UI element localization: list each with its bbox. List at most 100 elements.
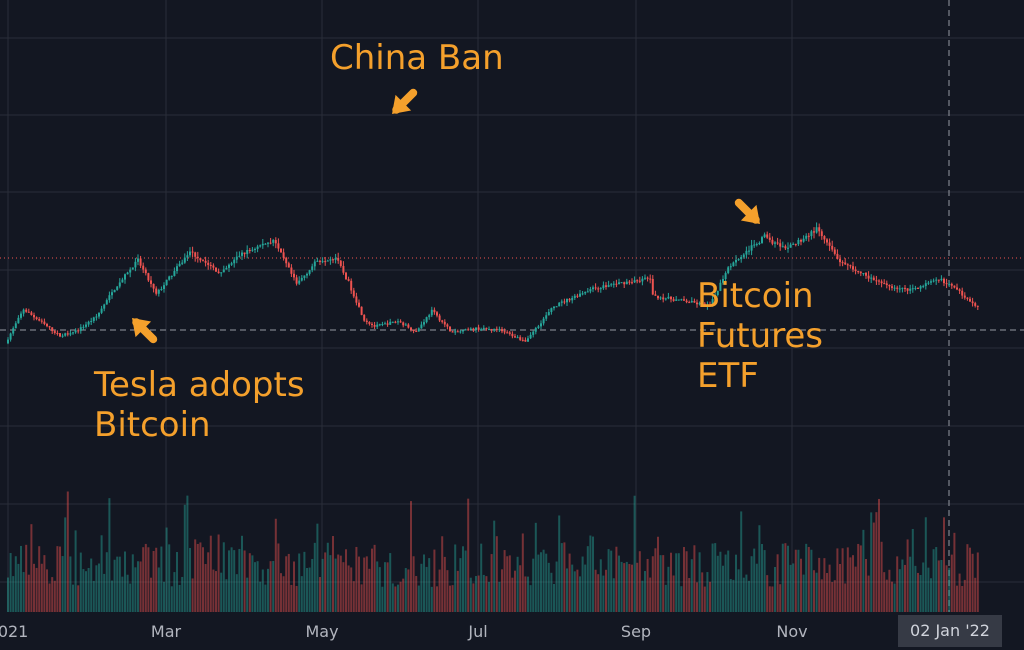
- candle-body: [230, 263, 233, 265]
- candle-body: [566, 298, 568, 303]
- volume-bar: [311, 558, 314, 612]
- candle-body: [833, 249, 836, 254]
- volume-bar: [618, 555, 620, 612]
- volume-bar: [810, 549, 813, 612]
- candle-body: [87, 321, 90, 325]
- candle-body: [542, 318, 545, 324]
- volume-bar: [711, 543, 714, 612]
- volume-bar: [389, 553, 392, 612]
- candle-body: [719, 282, 722, 291]
- volume-bar: [498, 581, 501, 612]
- volume-bar: [155, 547, 158, 612]
- volume-bar: [945, 565, 948, 612]
- candle-body: [943, 278, 945, 284]
- volume-bar: [657, 536, 659, 612]
- candle-body: [113, 289, 116, 293]
- volume-bar: [917, 572, 919, 612]
- candle-body: [618, 282, 620, 285]
- candle-body: [451, 331, 454, 333]
- volume-bar: [386, 562, 389, 612]
- candle-body: [274, 240, 277, 244]
- candle-body: [612, 283, 615, 285]
- volume-bar: [105, 552, 108, 612]
- candle-body: [462, 330, 464, 332]
- volume-bar: [540, 552, 542, 612]
- candle-body: [854, 269, 857, 272]
- candle-body: [506, 332, 509, 334]
- volume-bar: [412, 556, 415, 612]
- candle-body: [186, 255, 189, 258]
- candle-body: [51, 327, 54, 332]
- candle-body: [217, 271, 220, 274]
- volume-bar: [911, 528, 914, 612]
- volume-bar: [118, 556, 121, 612]
- candle-body: [592, 287, 594, 290]
- candle-body: [529, 334, 532, 339]
- volume-bar: [404, 568, 407, 612]
- volume-bar: [670, 552, 672, 612]
- candle-body: [937, 279, 940, 281]
- volume-bar: [391, 583, 394, 612]
- candle-body: [33, 314, 35, 318]
- volume-bar: [410, 501, 412, 612]
- candle-body: [781, 246, 784, 248]
- volume-bar: [714, 543, 717, 612]
- volume-bar: [638, 551, 641, 612]
- volume-bar: [651, 556, 654, 612]
- candle-body: [693, 300, 696, 303]
- candle-body: [800, 239, 802, 242]
- volume-bar: [150, 577, 152, 612]
- candle-body: [667, 296, 670, 299]
- candle-body: [40, 320, 43, 322]
- candle-body: [857, 271, 860, 273]
- candle-body: [534, 327, 537, 332]
- volume-bar: [950, 554, 953, 612]
- volume-bar: [467, 498, 470, 612]
- volume-bar: [576, 569, 579, 612]
- volume-bar: [324, 552, 327, 612]
- annotation-line: Bitcoin: [697, 276, 814, 316]
- volume-bar: [142, 547, 145, 612]
- candle-body: [482, 327, 485, 330]
- candle-body: [215, 267, 217, 272]
- volume-bar: [703, 586, 706, 612]
- candle-body: [659, 297, 662, 299]
- x-tick-label: Jul: [468, 622, 488, 641]
- candle-body: [30, 312, 33, 315]
- volume-bar: [72, 584, 74, 612]
- volume-bar: [836, 548, 839, 612]
- candle-body: [545, 315, 548, 319]
- candle-body: [807, 235, 810, 237]
- volume-bar: [823, 558, 826, 612]
- candle-body: [677, 299, 680, 301]
- volume-bar: [254, 562, 256, 612]
- volume-bar: [750, 556, 753, 612]
- volume-bar: [646, 558, 649, 612]
- candle-body: [576, 295, 579, 297]
- volume-bar: [300, 576, 303, 612]
- volume-bar: [77, 585, 80, 612]
- candle-body: [581, 293, 584, 295]
- candle-body: [599, 288, 602, 290]
- candle-body: [729, 266, 732, 268]
- volume-bar: [464, 550, 467, 612]
- candle-body: [784, 246, 787, 249]
- candle-body: [488, 329, 490, 331]
- candle-body: [883, 283, 886, 285]
- volume-bar: [170, 586, 173, 612]
- volume-bar: [631, 564, 633, 612]
- volume-bar: [649, 577, 652, 612]
- volume-bar: [932, 549, 935, 612]
- volume-bar: [768, 586, 771, 612]
- candle-body: [191, 251, 194, 253]
- candle-body: [633, 280, 636, 283]
- volume-bar: [124, 551, 126, 612]
- candle-body: [222, 269, 225, 273]
- candle-body: [259, 245, 262, 247]
- candle-body: [293, 273, 295, 278]
- volume-bar: [209, 535, 212, 612]
- candle-body: [152, 283, 155, 289]
- candle-body: [623, 282, 626, 285]
- volume-bar: [774, 566, 776, 612]
- volume-bar: [316, 523, 319, 612]
